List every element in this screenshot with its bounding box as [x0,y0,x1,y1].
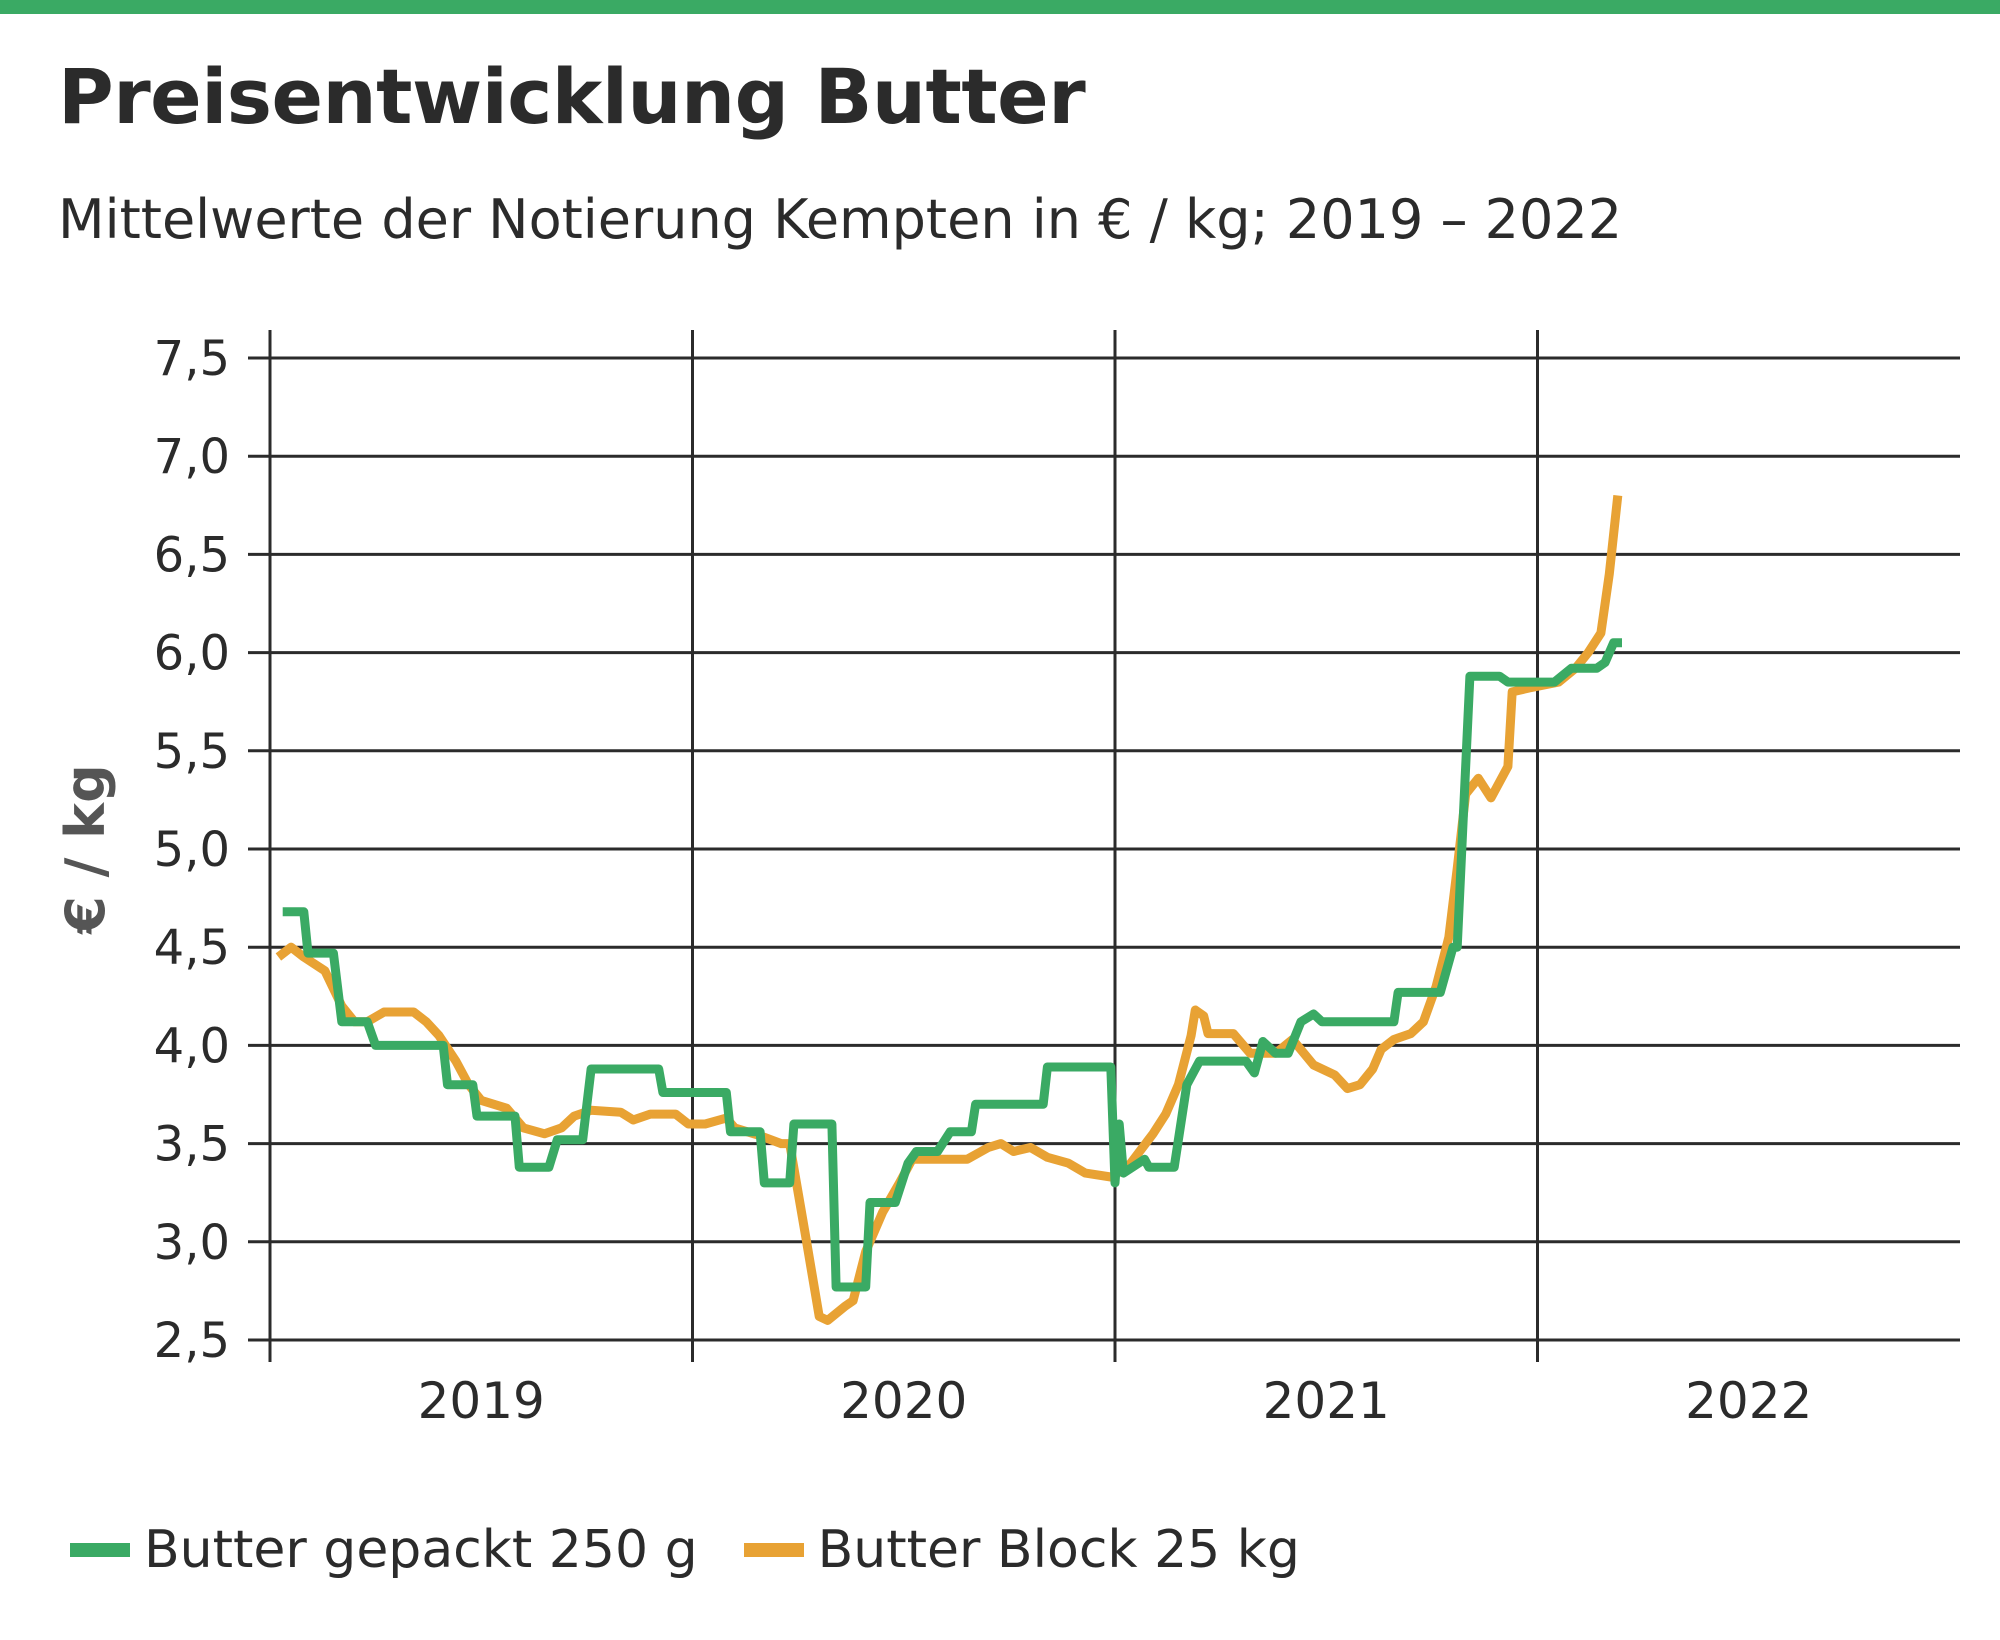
series-line-gepackt [282,638,1622,1292]
legend-swatch-gepackt [70,1543,130,1557]
x-tick-label: 2022 [1685,1372,1812,1430]
y-tick-label: 7,5 [154,331,230,387]
x-tick-label: 2020 [840,1372,967,1430]
x-tick-label: 2019 [418,1372,545,1430]
y-tick-label: 4,0 [154,1018,230,1074]
legend-label-gepackt: Butter gepackt 250 g [144,1520,698,1580]
y-tick-label: 6,0 [154,626,230,682]
chart-subtitle: Mittelwerte der Notierung Kempten in € /… [58,188,1623,251]
y-tick-label: 3,5 [154,1117,230,1173]
y-tick-label: 3,0 [154,1215,230,1271]
y-tick-label: 5,5 [154,724,230,780]
series-line-block [275,495,1623,1325]
legend-label-block: Butter Block 25 kg [817,1520,1300,1580]
legend-swatch-block [743,1543,804,1557]
y-tick-label: 5,0 [154,822,230,878]
y-axis-label: € / kg [54,764,117,935]
y-tick-label: 6,5 [154,527,230,583]
chart-title: Preisentwicklung Butter [58,52,1086,141]
y-tick-label: 7,0 [154,429,230,485]
legend: Butter gepackt 250 g Butter Block 25 kg [70,1520,1346,1580]
y-tick-label: 4,5 [154,920,230,976]
x-tick-label: 2021 [1263,1372,1390,1430]
line-chart: 2,5 3,0 3,5 4,0 4,5 5,0 5,5 6,0 6,5 7,0 7,5 2019 202… [54,330,1960,1430]
legend-item-block: Butter Block 25 kg [743,1520,1300,1580]
legend-item-gepackt: Butter gepackt 250 g [70,1520,698,1580]
top-accent-bar [0,0,2000,14]
y-tick-label: 2,5 [154,1313,230,1369]
